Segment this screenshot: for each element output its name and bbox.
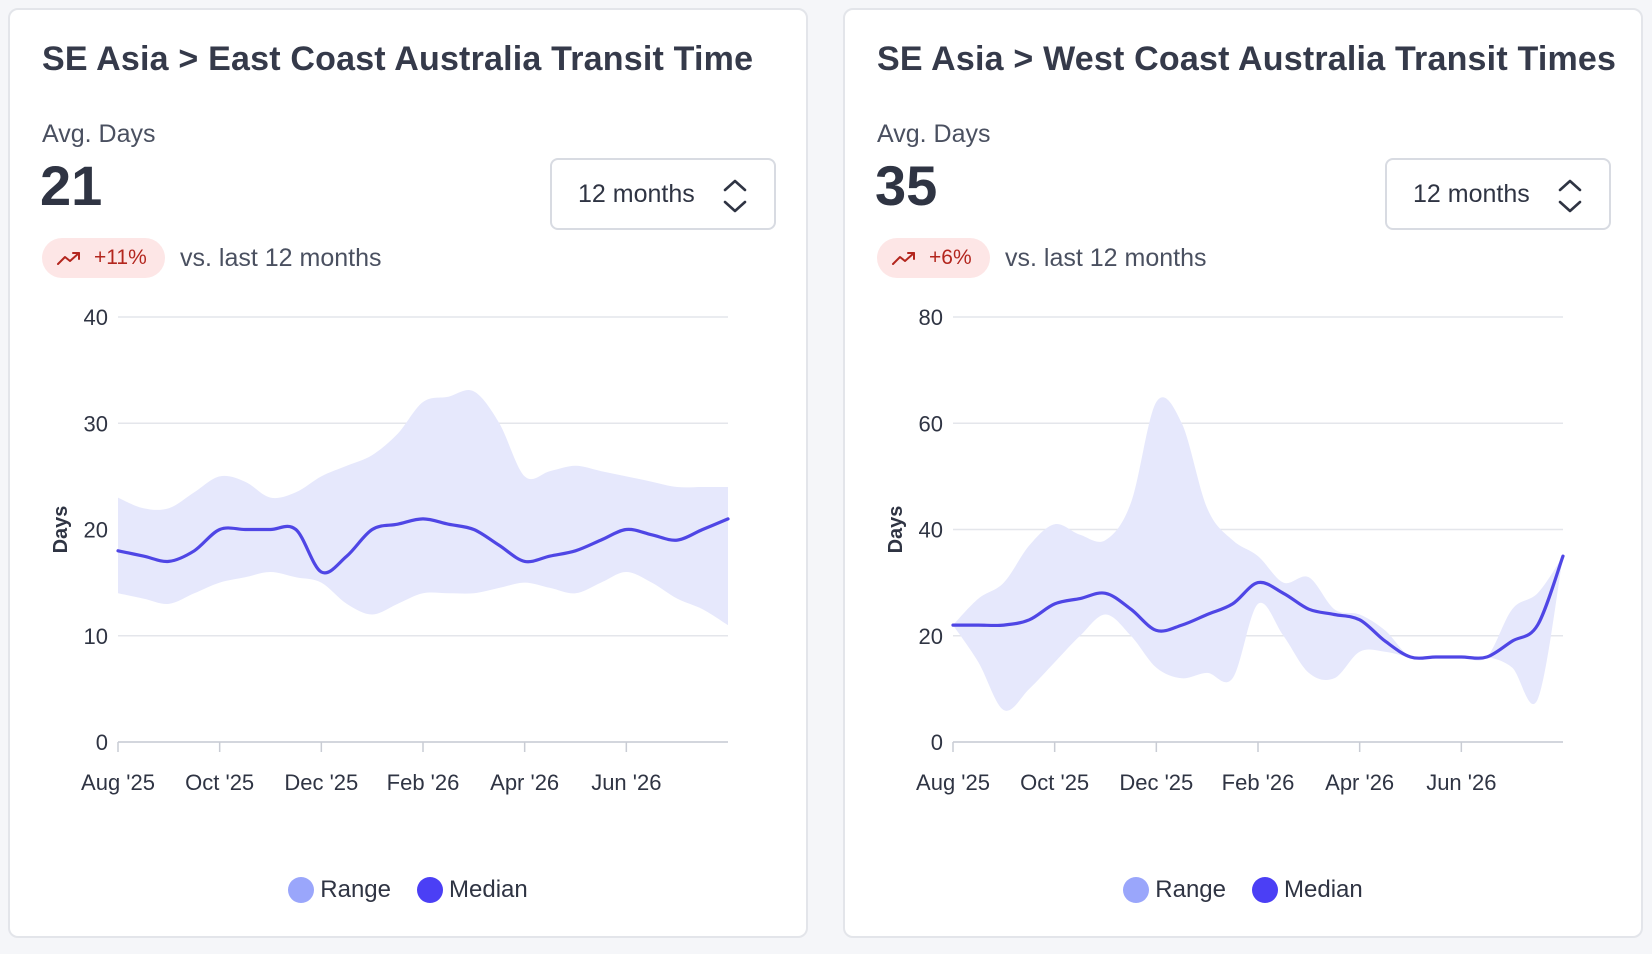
period-select[interactable]: 12 months xyxy=(550,158,776,230)
x-tick-label: Jun '26 xyxy=(1426,770,1496,795)
x-tick-label: Aug '25 xyxy=(81,770,155,795)
transit-chart: 0 20 40 60 80 Days Aug '25 Oct '25 Dec '25 Feb '2… xyxy=(885,305,1565,795)
x-tick-label: Feb '26 xyxy=(387,770,460,795)
delta-badge: +6% xyxy=(877,238,990,278)
delta-caption: vs. last 12 months xyxy=(1005,244,1207,272)
legend-swatch-median xyxy=(1252,877,1278,903)
legend-label: Median xyxy=(449,876,528,903)
delta-badge: +11% xyxy=(42,238,165,278)
period-select-value: 12 months xyxy=(1413,179,1530,208)
y-tick-label: 60 xyxy=(919,411,943,436)
chart-legend: Range Median xyxy=(845,876,1641,904)
legend-item-range[interactable]: Range xyxy=(288,876,391,904)
y-tick-label: 40 xyxy=(84,305,108,330)
x-tick-label: Feb '26 xyxy=(1222,770,1295,795)
y-tick-label: 20 xyxy=(919,624,943,649)
card-title: SE Asia > West Coast Australia Transit T… xyxy=(877,40,1617,78)
y-tick-label: 20 xyxy=(84,518,108,543)
median-line xyxy=(116,517,730,575)
x-tick-label: Oct '25 xyxy=(185,770,254,795)
card-title: SE Asia > East Coast Australia Transit T… xyxy=(42,40,754,78)
transit-card-east-coast: SE Asia > East Coast Australia Transit T… xyxy=(8,8,808,938)
y-tick-label: 0 xyxy=(931,730,943,755)
legend-item-range[interactable]: Range xyxy=(1123,876,1226,904)
kpi-label: Avg. Days xyxy=(42,120,156,148)
delta-caption: vs. last 12 months xyxy=(180,244,382,272)
period-select-value: 12 months xyxy=(578,179,695,208)
delta-value: +6% xyxy=(929,246,972,269)
x-tick-label: Apr '26 xyxy=(1325,770,1394,795)
legend-item-median[interactable]: Median xyxy=(1252,876,1363,904)
y-tick-label: 0 xyxy=(96,730,108,755)
y-tick-label: 30 xyxy=(84,411,108,436)
chevron-up-down-icon xyxy=(723,179,747,213)
range-band xyxy=(118,390,728,626)
trending-up-icon xyxy=(57,252,80,265)
legend-item-median[interactable]: Median xyxy=(417,876,528,904)
median-line xyxy=(951,554,1565,660)
transit-chart: 0 10 20 30 40 Days Aug '25 Oct '25 Dec '25 Feb '2… xyxy=(50,305,730,795)
transit-card-west-coast: SE Asia > West Coast Australia Transit T… xyxy=(843,8,1643,938)
chart-legend: Range Median xyxy=(10,876,806,904)
y-tick-label: 40 xyxy=(919,518,943,543)
kpi-value: 35 xyxy=(875,154,938,217)
delta-value: +11% xyxy=(94,246,147,269)
y-tick-label: 80 xyxy=(919,305,943,330)
period-select[interactable]: 12 months xyxy=(1385,158,1611,230)
x-tick-label: Aug '25 xyxy=(916,770,990,795)
kpi-label: Avg. Days xyxy=(877,120,991,148)
chevron-up-down-icon xyxy=(1558,179,1582,213)
y-axis-title: Days xyxy=(50,506,72,554)
x-tick-label: Apr '26 xyxy=(490,770,559,795)
range-band xyxy=(953,397,1563,711)
y-tick-label: 10 xyxy=(84,624,108,649)
x-tick-label: Dec '25 xyxy=(1119,770,1193,795)
legend-label: Range xyxy=(320,876,391,903)
x-tick-label: Jun '26 xyxy=(591,770,661,795)
x-tick-label: Oct '25 xyxy=(1020,770,1089,795)
legend-swatch-median xyxy=(417,877,443,903)
legend-label: Range xyxy=(1155,876,1226,903)
x-tick-label: Dec '25 xyxy=(284,770,358,795)
legend-swatch-range xyxy=(1123,877,1150,903)
y-axis-title: Days xyxy=(885,506,907,554)
legend-swatch-range xyxy=(288,877,315,903)
trending-up-icon xyxy=(892,252,915,265)
legend-label: Median xyxy=(1284,876,1363,903)
kpi-value: 21 xyxy=(40,154,103,217)
